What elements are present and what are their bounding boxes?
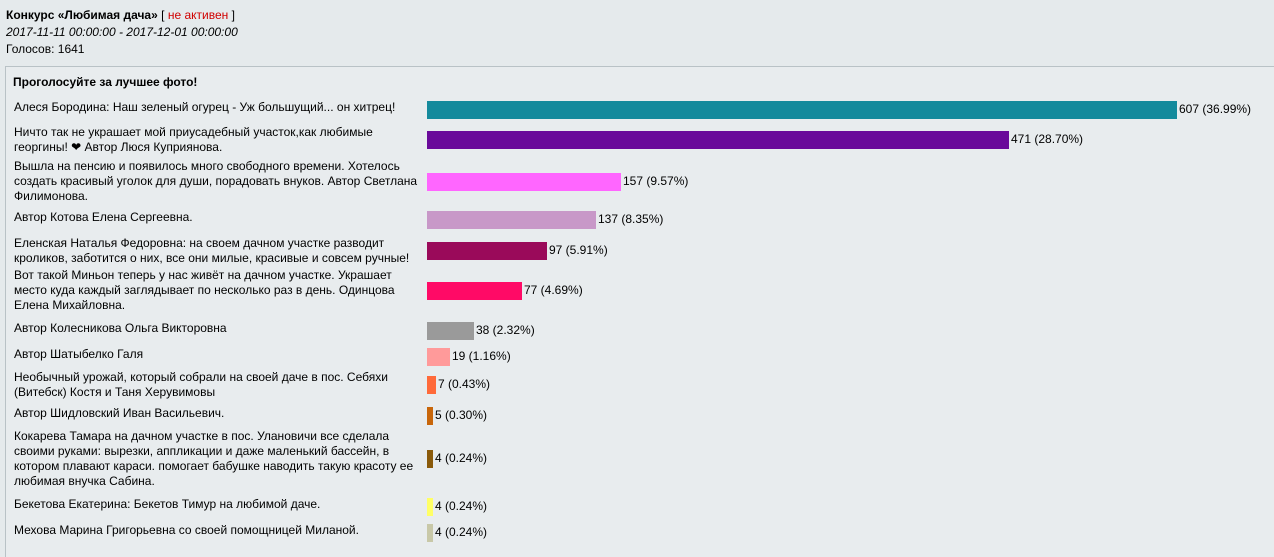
poll-option-value: 607 (36.99%) [1179, 102, 1252, 116]
poll-option-label: Автор Шидловский Иван Васильевич. [14, 406, 225, 420]
poll-option-row: Ничто так не украшает мой приусадебный у… [6, 125, 1274, 155]
status-text: не активен [167, 8, 229, 22]
vote-count: Голосов: 1641 [6, 42, 85, 56]
poll-option-label: Вышла на пенсию и появилось много свобод… [14, 159, 418, 203]
poll-option-value: 157 (9.57%) [623, 174, 689, 188]
poll-option-value: 4 (0.24%) [435, 451, 488, 465]
poll-option-bar [427, 376, 436, 394]
poll-option-value: 5 (0.30%) [435, 408, 488, 422]
poll-option-bar [427, 173, 621, 191]
poll-option-label: Автор Котова Елена Сергеевна. [14, 210, 193, 224]
poll-option-bar [427, 322, 474, 340]
poll-header: Конкурс «Любимая дача» [ не активен ] 20… [6, 7, 238, 58]
poll-option-label: Кокарева Тамара на дачном участке в пос.… [14, 429, 414, 488]
poll-option-row: Автор Колесникова Ольга Викторовна 38 (2.… [6, 321, 1274, 341]
poll-option-label: Необычный урожай, который собрали на сво… [14, 370, 388, 399]
poll-option-bar [427, 450, 433, 468]
poll-option-label: Ничто так не украшает мой приусадебный у… [14, 125, 373, 154]
poll-option-bar [427, 498, 433, 516]
poll-option-value: 7 (0.43%) [438, 377, 491, 391]
poll-option-row: Кокарева Тамара на дачном участке в пос.… [6, 429, 1274, 489]
contest-title-line: Конкурс «Любимая дача» [ не активен ] [6, 7, 238, 24]
poll-option-bar [427, 242, 547, 260]
poll-option-label: Вот такой Миньон теперь у нас живёт на д… [14, 268, 395, 312]
poll-option-bar [427, 131, 1009, 149]
poll-option-label: Бекетова Екатерина: Бекетов Тимур на люб… [14, 497, 321, 511]
poll-option-row: Вышла на пенсию и появилось много свобод… [6, 159, 1274, 204]
poll-results-box: Проголосуйте за лучшее фото! Алеся Бород… [5, 66, 1274, 557]
poll-option-bar [427, 282, 522, 300]
poll-option-bar [427, 524, 433, 542]
poll-option-row: Автор Котова Елена Сергеевна. 137 (8.35%) [6, 210, 1274, 230]
poll-option-label: Мехова Марина Григорьевна со своей помощ… [14, 523, 359, 537]
poll-option-value: 471 (28.70%) [1011, 132, 1084, 146]
status-badge: [ не активен ] [161, 8, 235, 22]
poll-option-value: 97 (5.91%) [549, 243, 608, 257]
contest-dates: 2017-11-11 00:00:00 - 2017-12-01 00:00:0… [6, 25, 238, 39]
poll-option-label: Автор Колесникова Ольга Викторовна [14, 321, 227, 335]
poll-option-label: Автор Шатыбелко Галя [14, 347, 144, 361]
poll-option-row: Бекетова Екатерина: Бекетов Тимур на люб… [6, 497, 1274, 517]
poll-option-row: Мехова Марина Григорьевна со своей помощ… [6, 523, 1274, 543]
poll-option-row: Вот такой Миньон теперь у нас живёт на д… [6, 268, 1274, 313]
poll-option-bar [427, 407, 433, 425]
poll-option-bar [427, 211, 596, 229]
poll-option-row: Автор Шатыбелко Галя 19 (1.16%) [6, 347, 1274, 367]
poll-option-value: 38 (2.32%) [476, 323, 535, 337]
poll-option-bar [427, 101, 1177, 119]
poll-option-label: Алеся Бородина: Наш зеленый огурец - Уж … [14, 100, 396, 114]
poll-option-value: 19 (1.16%) [452, 349, 511, 363]
poll-option-value: 4 (0.24%) [435, 499, 488, 513]
poll-question: Проголосуйте за лучшее фото! [13, 75, 198, 89]
poll-option-bar [427, 348, 450, 366]
poll-option-value: 137 (8.35%) [598, 212, 664, 226]
contest-title: Конкурс «Любимая дача» [6, 8, 158, 22]
poll-option-label: Еленская Наталья Федоровна: на своем дач… [14, 236, 410, 265]
poll-option-row: Автор Шидловский Иван Васильевич. 5 (0.30… [6, 406, 1274, 426]
poll-option-row: Еленская Наталья Федоровна: на своем дач… [6, 236, 1274, 266]
poll-option-value: 4 (0.24%) [435, 525, 488, 539]
poll-option-row: Алеся Бородина: Наш зеленый огурец - Уж … [6, 100, 1274, 120]
poll-option-value: 77 (4.69%) [524, 283, 583, 297]
poll-option-row: Необычный урожай, который собрали на сво… [6, 370, 1274, 400]
